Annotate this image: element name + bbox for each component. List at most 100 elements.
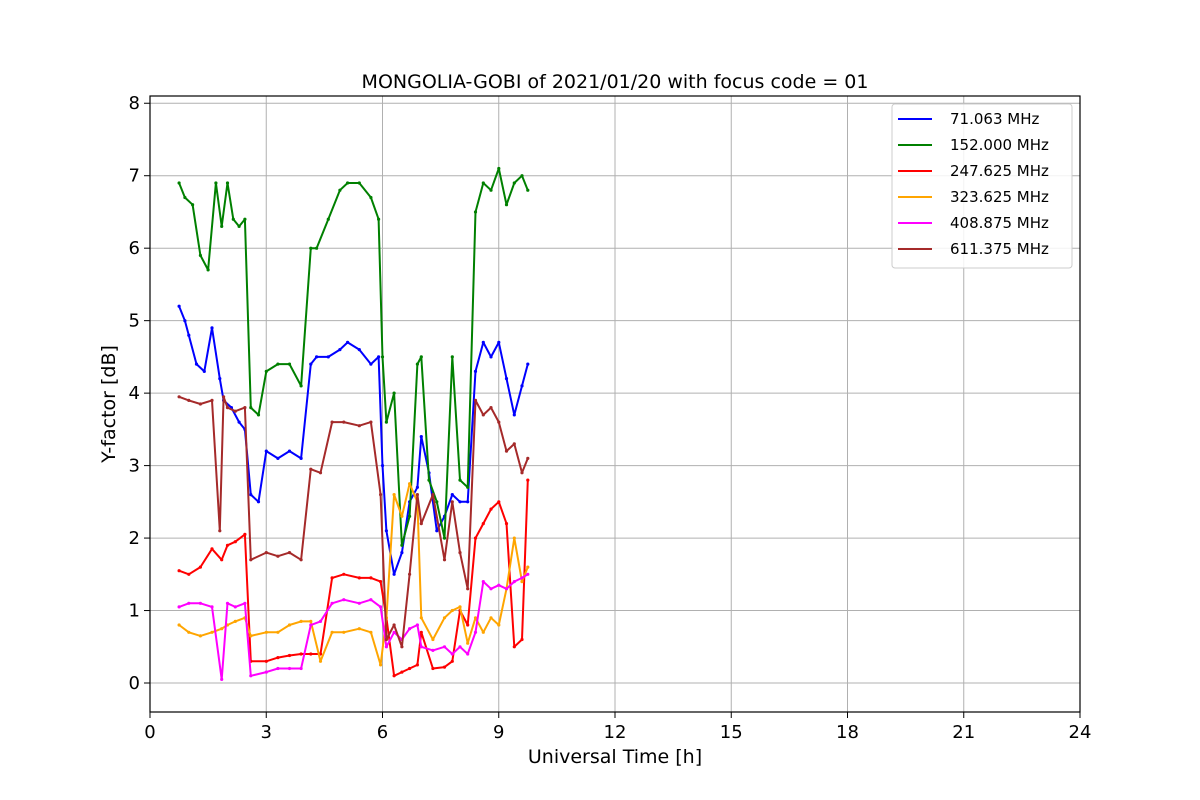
data-point [210, 605, 214, 609]
y-tick-label: 0 [129, 673, 140, 694]
x-tick-label: 21 [952, 722, 975, 743]
data-point [526, 456, 530, 460]
data-point [392, 572, 396, 576]
data-point [233, 619, 237, 624]
data-point [419, 616, 423, 620]
data-point [225, 181, 230, 185]
data-point [442, 558, 447, 562]
data-point [342, 420, 346, 424]
data-point [415, 362, 419, 366]
data-point [243, 532, 247, 537]
data-point [458, 645, 462, 649]
data-point [435, 500, 439, 504]
data-point [318, 659, 323, 663]
data-point [299, 619, 303, 624]
legend-box [891, 103, 1073, 269]
data-point [408, 514, 412, 518]
data-point [357, 627, 361, 631]
data-point [526, 188, 530, 192]
y-axis-label: Y-factor [dB] [98, 345, 120, 464]
data-point [369, 576, 373, 580]
data-point [177, 304, 181, 308]
data-point [202, 369, 206, 373]
plot-area [177, 166, 530, 682]
data-point [187, 333, 191, 337]
data-point [384, 420, 388, 424]
data-point [408, 627, 412, 631]
data-point [187, 630, 191, 634]
x-tick-label: 12 [604, 722, 627, 743]
data-point [299, 558, 303, 562]
y-tick-label: 8 [129, 93, 140, 114]
x-axis-label: Universal Time [h] [528, 746, 702, 768]
data-point [431, 648, 435, 653]
y-tick-label: 2 [129, 528, 140, 549]
data-point [220, 558, 224, 562]
data-point [233, 605, 237, 609]
data-point [392, 674, 396, 678]
data-point [497, 583, 501, 587]
data-point [512, 536, 516, 540]
data-point [415, 663, 419, 667]
series-line-1 [178, 305, 529, 576]
data-point [187, 398, 191, 402]
data-point [210, 547, 214, 551]
y-tick-label: 4 [129, 383, 140, 404]
data-point [342, 630, 346, 634]
x-tick-label: 15 [720, 722, 743, 743]
series-line-2 [178, 167, 529, 547]
data-point [392, 493, 396, 497]
data-point [177, 569, 181, 573]
data-point [299, 666, 303, 671]
data-point [442, 645, 447, 649]
data-point [458, 551, 462, 555]
x-tick-label: 18 [836, 722, 859, 743]
data-point [318, 471, 323, 475]
data-point [400, 551, 404, 555]
data-point [198, 402, 202, 406]
data-point [330, 420, 334, 424]
data-point [384, 645, 388, 649]
data-point [520, 384, 524, 388]
data-point [419, 435, 423, 439]
data-point [512, 645, 516, 649]
data-point [357, 348, 361, 352]
series-line-4 [178, 482, 529, 666]
data-point [415, 485, 419, 489]
data-point [225, 543, 230, 547]
data-point [504, 587, 509, 591]
chart-title: MONGOLIA-GOBI of 2021/01/20 with focus c… [362, 71, 869, 93]
data-point [326, 217, 330, 221]
data-point [384, 637, 388, 642]
data-point [187, 572, 191, 576]
data-point [326, 355, 330, 359]
data-point [338, 348, 342, 352]
data-point [497, 340, 501, 344]
data-point [194, 362, 199, 366]
data-point [198, 253, 202, 257]
data-point [264, 551, 268, 555]
data-point [346, 340, 350, 344]
data-point [379, 663, 383, 667]
data-point [233, 409, 237, 413]
data-point [276, 554, 280, 558]
data-point [497, 420, 501, 424]
data-point [458, 500, 462, 504]
data-point [473, 616, 478, 620]
legend-label: 408.875 MHz [950, 214, 1049, 232]
data-point [210, 326, 214, 330]
data-point [520, 637, 524, 642]
data-point [264, 369, 268, 373]
series-line-5 [178, 573, 529, 681]
data-point [210, 398, 214, 402]
data-point [369, 362, 373, 366]
data-point [256, 413, 261, 417]
data-point [233, 540, 237, 544]
data-point [380, 464, 385, 468]
data-point [408, 666, 412, 671]
data-point [264, 630, 268, 634]
data-point [276, 456, 280, 460]
data-point [400, 514, 404, 518]
data-point [187, 601, 191, 605]
data-point [392, 391, 396, 395]
